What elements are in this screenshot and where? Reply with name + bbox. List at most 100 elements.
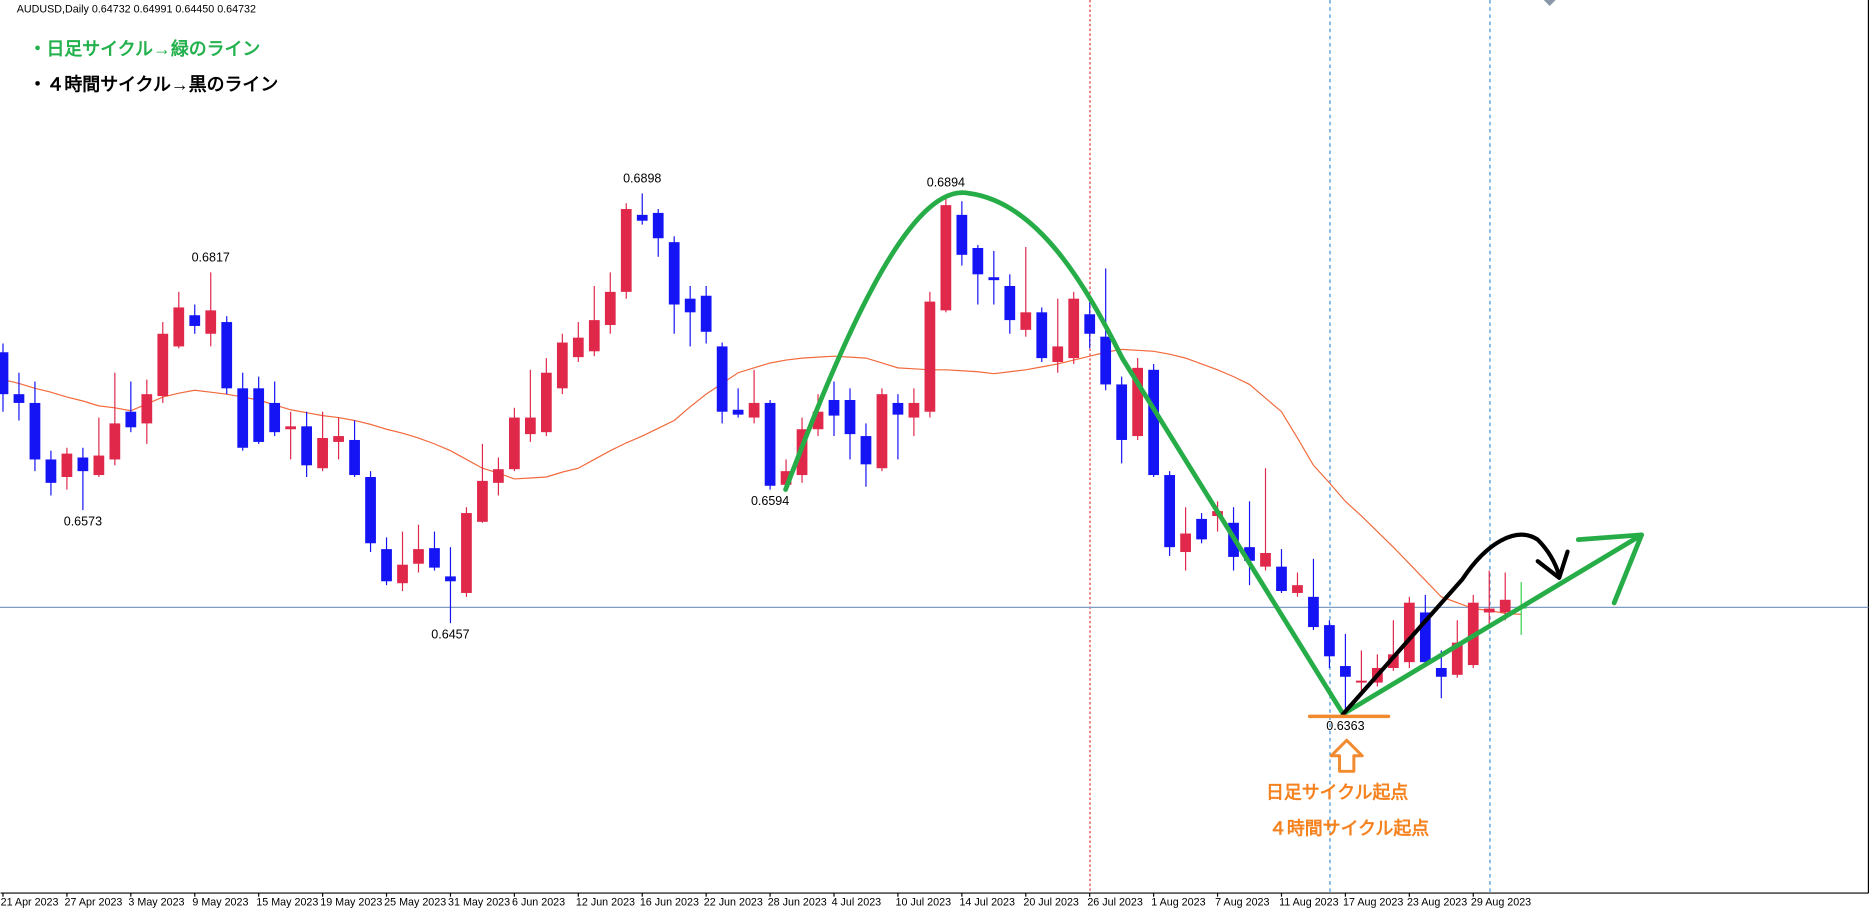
candle-body (748, 402, 760, 418)
candle-body (1132, 367, 1144, 437)
candle-body (285, 426, 297, 430)
candle-body (588, 320, 600, 352)
x-tick-label: 29 Aug 2023 (1471, 896, 1531, 908)
chart-header: AUDUSD,Daily 0.64732 0.64991 0.64450 0.6… (17, 3, 256, 15)
low-label: 0.6594 (751, 494, 789, 508)
candle-body (1340, 666, 1351, 677)
candle-body (429, 548, 440, 568)
high-label: 0.6817 (192, 250, 230, 264)
x-tick-label: 17 Aug 2023 (1343, 896, 1403, 908)
candle-body (1387, 654, 1399, 668)
candle-body (1260, 553, 1271, 567)
x-tick-label: 11 Aug 2023 (1279, 896, 1339, 908)
candle-body (493, 469, 504, 483)
candle-body (1292, 585, 1303, 593)
x-tick-label: 28 Jun 2023 (768, 896, 827, 908)
candle-body (1403, 602, 1415, 663)
candle-body (0, 352, 9, 395)
candle-body (780, 471, 792, 485)
candle-body (45, 459, 57, 483)
annotation: ・４時間サイクル→黒のライン (29, 75, 279, 95)
candle-body (1356, 680, 1367, 683)
candle-body (1068, 298, 1080, 359)
candle-body (461, 513, 472, 593)
candle-body (1276, 566, 1287, 592)
candle-body (956, 214, 968, 255)
candle-body (604, 291, 616, 325)
x-tick-label: 15 May 2023 (256, 896, 318, 908)
four-hour-cycle-line (1341, 532, 1562, 717)
candle-body (844, 400, 856, 435)
candle-body (205, 310, 217, 334)
candle-body (1084, 314, 1096, 334)
annotation: ・日足サイクル→緑のライン (29, 38, 261, 59)
candle-body (77, 457, 89, 472)
low-label: 0.6457 (431, 627, 469, 641)
candle-body (301, 426, 313, 466)
candle-body (1419, 612, 1431, 663)
annotation: 日足サイクル起点 (1266, 782, 1408, 803)
low-label: 0.6573 (64, 514, 102, 528)
candle-body (524, 417, 536, 435)
candle-body (540, 372, 552, 433)
x-tick-label: 4 Jul 2023 (832, 896, 882, 908)
candle-body (61, 453, 73, 477)
arrow-head (1535, 549, 1570, 580)
annotation: ４時間サイクル起点 (1269, 818, 1429, 839)
candle-body (972, 247, 984, 275)
candle-body (892, 402, 904, 415)
candle-body (1244, 547, 1255, 561)
candle-body (572, 337, 584, 358)
high-label: 0.6894 (927, 175, 965, 189)
candle-body (556, 342, 568, 389)
candle-body (1435, 667, 1447, 677)
candle-body (1499, 599, 1511, 613)
candle-body (1116, 384, 1128, 440)
candle-body (13, 394, 25, 403)
candle-body (253, 388, 265, 442)
candle-body (397, 564, 408, 584)
candle-body (1308, 596, 1319, 628)
x-tick-label: 16 Jun 2023 (640, 896, 699, 908)
x-tick-label: 12 Jun 2023 (576, 896, 635, 908)
candle-body (189, 315, 201, 326)
candle-body (812, 411, 824, 430)
x-tick-label: 22 Jun 2023 (704, 896, 763, 908)
candle-body (908, 402, 920, 418)
x-tick-label: 14 Jul 2023 (959, 896, 1015, 908)
x-tick-label: 25 May 2023 (384, 896, 446, 908)
candle-body (221, 322, 233, 389)
candle-body (333, 436, 344, 442)
candle-body (29, 402, 41, 460)
x-tick-label: 31 May 2023 (448, 896, 510, 908)
candle-body (1196, 518, 1207, 540)
x-tick-label: 9 May 2023 (192, 896, 248, 908)
drawings (783, 190, 1644, 773)
candle-body (716, 346, 728, 412)
high-label: 0.6898 (623, 171, 661, 185)
candle-body (125, 411, 137, 428)
marks: 21 Apr 2023 27 Apr 2023 3 May 2023 9 May 20… (0, 171, 1531, 908)
candle-body (445, 576, 456, 582)
candle-body (141, 394, 153, 424)
x-tick-label: 21 Apr 2023 (1, 896, 59, 908)
x-tick-label: 1 Aug 2023 (1151, 896, 1205, 908)
candle-body (1483, 608, 1495, 613)
candle-body (860, 436, 872, 465)
candle-body (940, 205, 952, 311)
x-tick-label: 7 Aug 2023 (1215, 896, 1269, 908)
candle-body (509, 417, 520, 470)
candle-body (1004, 286, 1016, 321)
candle-body (732, 409, 744, 415)
x-tick-label: 26 Jul 2023 (1087, 896, 1143, 908)
candle-body (269, 402, 281, 433)
candle-body (1451, 642, 1463, 675)
candle-body (700, 295, 712, 332)
candle-body (924, 301, 936, 412)
candle-body (620, 209, 632, 292)
low-label: 0.6363 (1326, 719, 1364, 733)
candle-body (652, 212, 664, 239)
candle-body (1100, 336, 1112, 385)
